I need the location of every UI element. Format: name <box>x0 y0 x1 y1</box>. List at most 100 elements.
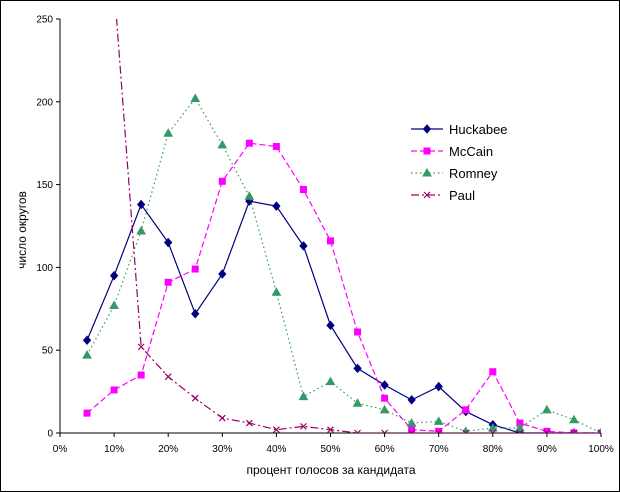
y-tick-label: 50 <box>42 346 54 357</box>
data-point-paul <box>191 394 199 402</box>
legend-label-mccain: McCain <box>449 144 493 159</box>
legend-marker-romney <box>422 167 432 177</box>
data-point-romney <box>406 418 417 427</box>
data-point-romney <box>569 414 579 424</box>
data-point-paul <box>570 429 578 433</box>
data-point-paul <box>462 429 470 433</box>
data-point-mccain <box>245 139 253 147</box>
data-point-huckabee <box>136 199 146 210</box>
data-point-paul <box>164 373 172 381</box>
series-line-mccain <box>86 142 601 433</box>
data-point-huckabee <box>407 395 416 405</box>
x-tick-label: 10% <box>104 444 124 455</box>
data-point-paul <box>300 422 307 430</box>
data-point-romney <box>190 93 201 102</box>
data-point-paul <box>516 429 524 433</box>
data-point-paul <box>327 426 334 433</box>
series-huckabee <box>82 196 601 433</box>
x-tick-label: 60% <box>375 444 395 455</box>
data-point-romney <box>352 398 363 407</box>
data-point-mccain <box>408 426 416 433</box>
data-point-mccain <box>83 409 91 417</box>
data-point-romney <box>217 139 228 149</box>
data-point-romney <box>379 404 390 414</box>
data-point-mccain <box>435 427 443 433</box>
data-point-romney <box>82 350 92 359</box>
x-tick-label: 30% <box>212 444 232 455</box>
data-point-paul <box>137 343 145 351</box>
data-point-mccain <box>381 394 389 402</box>
data-point-mccain <box>327 237 334 245</box>
data-point-romney <box>298 391 309 401</box>
series-line-romney <box>86 97 601 433</box>
series-layer <box>82 19 601 433</box>
x-tick-label: 50% <box>320 444 340 455</box>
data-point-huckabee <box>272 201 281 211</box>
data-point-huckabee <box>353 363 362 374</box>
axes: 0 50 100 150 200 250 0% 10% 20% 30% 40% 50% 60% 70% 80… <box>36 15 614 456</box>
y-tick-label: 150 <box>36 180 53 191</box>
data-point-mccain <box>164 278 172 286</box>
y-tick-label: 250 <box>36 15 53 26</box>
legend-marker-paul <box>423 191 431 199</box>
data-point-mccain <box>110 386 118 394</box>
data-point-mccain <box>543 427 551 433</box>
data-point-mccain <box>299 186 307 194</box>
data-point-paul <box>543 429 551 433</box>
y-tick-label: 100 <box>36 263 53 274</box>
x-tick-label: 100% <box>588 444 614 455</box>
data-point-huckabee <box>82 335 92 346</box>
data-point-paul <box>489 429 497 433</box>
data-point-mccain <box>570 429 578 433</box>
x-tick-label: 70% <box>429 444 449 455</box>
data-point-huckabee <box>326 320 335 331</box>
data-point-romney <box>487 423 498 432</box>
data-point-romney <box>325 376 336 386</box>
data-point-mccain <box>137 371 145 379</box>
data-point-huckabee <box>434 381 443 392</box>
legend-label-huckabee: Huckabee <box>449 122 508 137</box>
data-point-romney <box>514 423 525 432</box>
x-axis-title: процент голосов за кандидата <box>246 463 415 477</box>
data-point-mccain <box>354 328 362 336</box>
x-tick-label: 20% <box>158 444 178 455</box>
x-tick-label: 90% <box>537 444 557 455</box>
data-point-paul <box>381 429 389 433</box>
x-tick-label: 40% <box>266 444 286 455</box>
data-point-paul <box>597 429 601 433</box>
x-tick-label: 0% <box>53 444 68 455</box>
data-point-huckabee <box>380 380 389 390</box>
data-point-paul <box>435 429 443 433</box>
y-axis-title: число округов <box>15 191 29 269</box>
data-point-romney <box>433 416 444 425</box>
legend-marker-mccain <box>423 147 431 155</box>
data-point-romney <box>163 128 174 137</box>
series-line-huckabee <box>86 200 601 433</box>
legend-marker-huckabee <box>422 124 432 134</box>
data-point-huckabee <box>299 241 308 251</box>
data-point-paul <box>408 429 416 433</box>
data-point-romney <box>542 404 552 414</box>
series-paul <box>115 19 601 433</box>
y-tick-label: 0 <box>47 429 53 440</box>
series-romney <box>82 93 601 433</box>
data-point-huckabee <box>164 237 173 248</box>
data-point-mccain <box>462 406 470 414</box>
data-point-paul <box>272 426 280 433</box>
data-point-mccain <box>272 143 280 151</box>
data-point-mccain <box>218 177 226 185</box>
data-point-huckabee <box>218 269 227 279</box>
legend: Huckabee McCain Romney Paul <box>404 113 536 210</box>
legend-label-romney: Romney <box>449 166 498 181</box>
legend-label-paul: Paul <box>449 188 475 203</box>
data-point-paul <box>245 419 253 427</box>
data-point-romney <box>271 287 282 296</box>
data-point-romney <box>136 225 147 235</box>
data-point-huckabee <box>109 270 119 281</box>
x-tick-label: 80% <box>483 444 503 455</box>
y-tick-label: 200 <box>36 97 53 108</box>
data-point-paul <box>218 414 226 422</box>
series-mccain <box>83 139 601 433</box>
